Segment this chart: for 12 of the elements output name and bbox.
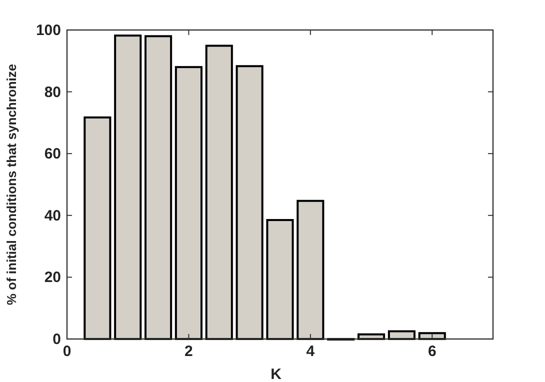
y-tick-label: 60: [44, 146, 61, 163]
y-tick-label: 20: [44, 269, 61, 286]
x-tick-label: 4: [306, 343, 316, 360]
y-tick-label: 0: [52, 331, 61, 348]
y-tick-label: 100: [36, 22, 61, 39]
y-tick-label: 80: [44, 84, 61, 101]
x-tick-label: 2: [184, 343, 193, 360]
x-axis-title: K: [270, 366, 282, 382]
x-tick-label: 6: [428, 343, 436, 360]
y-tick-label: 40: [44, 207, 61, 224]
x-tick-label: 0: [62, 343, 72, 360]
y-axis-title: % of initial conditions that synchronize: [4, 64, 19, 306]
